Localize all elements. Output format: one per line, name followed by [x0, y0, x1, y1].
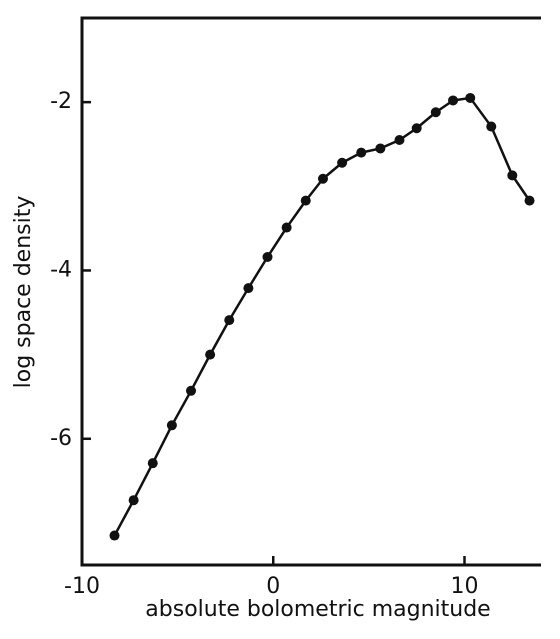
data-point: [166, 420, 177, 431]
data-point: [147, 458, 158, 469]
data-point: [337, 157, 348, 168]
x-tick-label: 0: [266, 574, 280, 599]
y-tick-label: -2: [50, 89, 72, 114]
data-point: [224, 315, 235, 326]
data-point: [465, 92, 476, 103]
data-point: [524, 195, 535, 206]
data-point: [375, 143, 386, 154]
x-tick-label: 10: [451, 574, 479, 599]
data-point: [186, 385, 197, 396]
y-axis-label: log space density: [11, 196, 36, 389]
data-point: [128, 495, 139, 506]
data-point: [317, 173, 328, 184]
y-tick-label: -4: [50, 257, 72, 282]
data-point: [394, 135, 405, 146]
data-point: [243, 283, 254, 294]
data-line: [113, 96, 531, 537]
data-point: [448, 95, 459, 106]
x-axis-label: absolute bolometric magnitude: [145, 597, 490, 622]
data-point: [430, 107, 441, 118]
data-point: [356, 147, 367, 158]
data-point: [300, 195, 311, 206]
data-point: [507, 170, 518, 181]
data-point: [486, 121, 497, 132]
x-tick-label: -10: [64, 574, 100, 599]
data-point: [411, 123, 422, 134]
y-tick-label: -6: [50, 426, 72, 451]
plot-frame: [80, 16, 541, 567]
data-point: [281, 222, 292, 233]
data-point: [205, 349, 216, 360]
data-point: [109, 530, 120, 541]
data-point: [262, 251, 273, 262]
